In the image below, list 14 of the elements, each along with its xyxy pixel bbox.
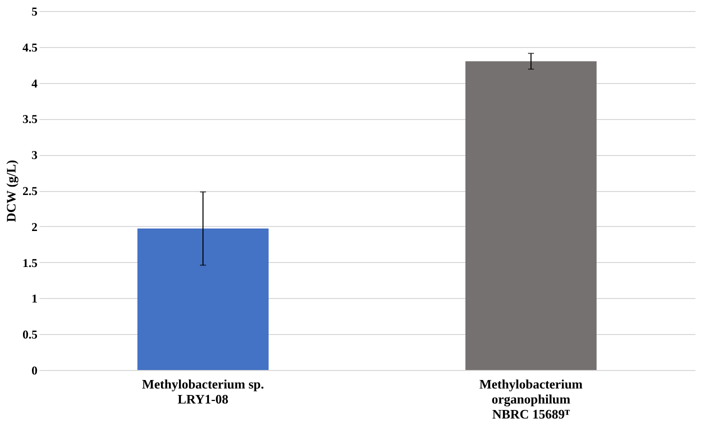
y-tick-label: 5 bbox=[32, 4, 38, 18]
y-tick-label: 2.5 bbox=[22, 184, 38, 198]
y-tick-label: 0 bbox=[32, 364, 38, 378]
y-tick-label: 2 bbox=[32, 220, 38, 234]
y-tick-label: 3.5 bbox=[22, 112, 38, 126]
y-tick-label: 4.5 bbox=[22, 40, 38, 54]
y-tick-label: 0.5 bbox=[22, 328, 38, 342]
x-tick-label: Methylobacterium organophilum NBRC 15689ᵀ bbox=[479, 376, 583, 422]
y-tick-label: 4 bbox=[32, 76, 38, 90]
y-tick-label: 1.5 bbox=[22, 256, 38, 270]
x-tick-label: Methylobacterium sp. LRY1-08 bbox=[142, 376, 264, 406]
y-tick-label: 1 bbox=[32, 292, 38, 306]
y-axis-title: DCW (g/L) bbox=[4, 160, 18, 222]
y-tick-label: 3 bbox=[32, 148, 38, 162]
